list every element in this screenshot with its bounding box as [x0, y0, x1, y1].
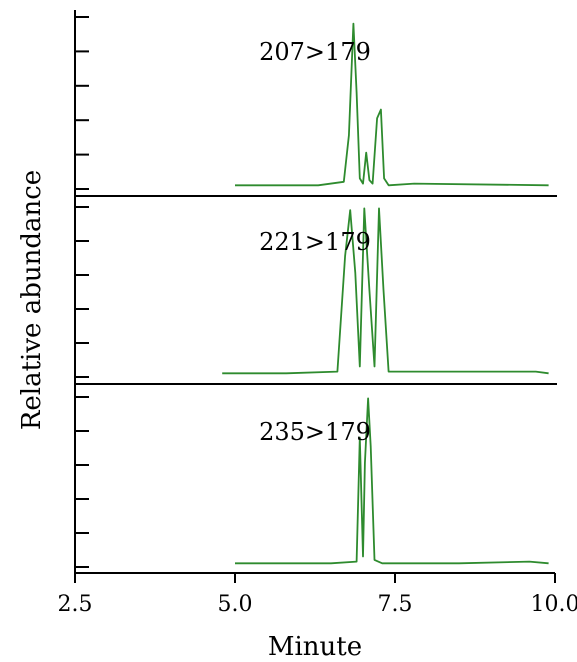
trace-line: [235, 22, 549, 187]
x-tick-label: 10.0: [531, 592, 577, 617]
panels: 207>179 221>179 235>179: [75, 16, 557, 568]
x-ticks: 2.5 5.0 7.5 10.0: [58, 573, 577, 617]
trace-label: 235>179: [259, 418, 371, 446]
x-tick-label: 2.5: [58, 592, 93, 617]
x-axis-label: Minute: [268, 632, 362, 662]
panel-3: 235>179: [75, 396, 549, 568]
trace-line: [222, 207, 549, 375]
x-tick-label: 5.0: [218, 592, 253, 617]
x-tick-label: 7.5: [378, 592, 413, 617]
trace-label: 221>179: [259, 228, 371, 256]
trace-line: [235, 397, 549, 565]
y-axis-label: Relative abundance: [17, 170, 47, 430]
panel-1: 207>179: [75, 16, 557, 197]
panel-2: 221>179: [75, 206, 557, 385]
axes: [74, 10, 555, 574]
trace-label: 207>179: [259, 38, 371, 66]
